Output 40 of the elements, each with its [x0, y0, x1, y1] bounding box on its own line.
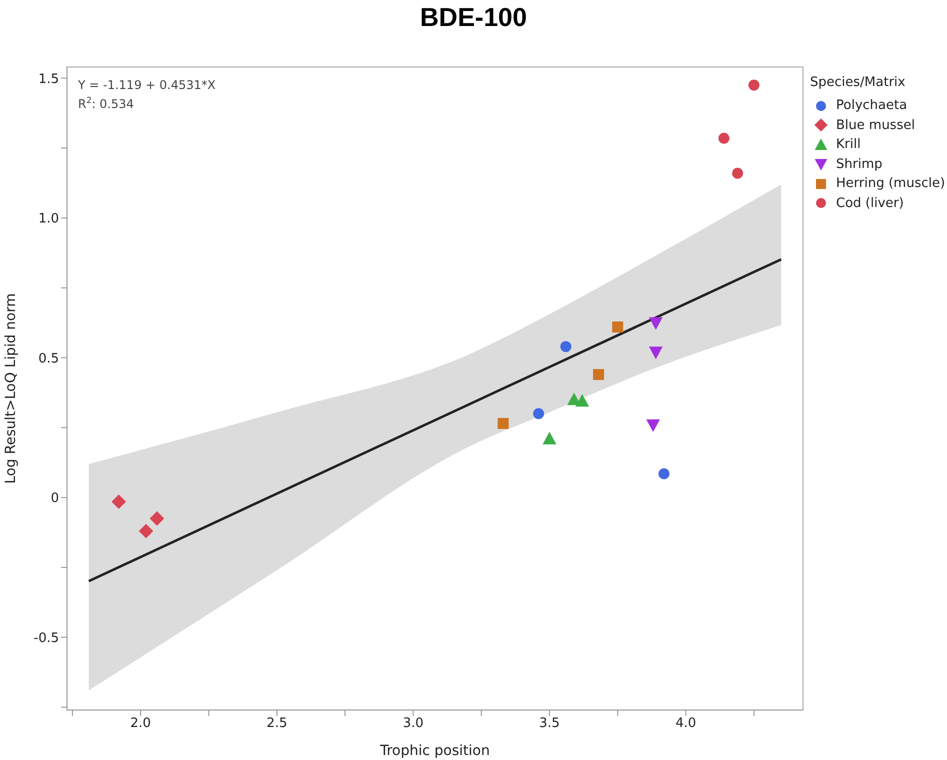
point — [732, 168, 744, 179]
x-tick-label: 4.0 — [675, 716, 696, 732]
x-axis-title: Trophic position — [379, 743, 490, 759]
point — [649, 317, 662, 330]
line-series — [88, 258, 782, 582]
point — [150, 512, 164, 526]
point — [612, 321, 624, 332]
point — [576, 394, 589, 407]
x-tick-label: 3.5 — [539, 716, 560, 732]
point — [649, 346, 662, 359]
point — [139, 524, 154, 538]
legend-label: Polychaeta — [836, 98, 908, 114]
legend-label: Cod (liver) — [836, 196, 904, 211]
y-tick-label: 1.0 — [38, 212, 59, 227]
legend-title: Species/Matrix — [810, 75, 906, 90]
legend-label: Shrimp — [836, 156, 882, 172]
annotation: R$^{2}$: 0.534 — [78, 95, 134, 111]
point — [542, 432, 556, 444]
y-axis-title: Log Result>LoQ Lipid norm — [2, 293, 19, 484]
legend-label: Krill — [836, 137, 861, 152]
y-tick-label: 0 — [50, 491, 59, 506]
x-tick-label: 2.5 — [266, 716, 288, 732]
y-tick-label: -0.5 — [34, 630, 59, 646]
point — [533, 408, 544, 420]
point — [498, 418, 509, 429]
point — [748, 80, 760, 91]
point — [646, 419, 660, 432]
point — [560, 341, 572, 352]
point — [593, 369, 604, 380]
point — [718, 132, 730, 144]
chart-title: BDE-100 — [419, 2, 528, 33]
point — [112, 494, 126, 509]
x-tick-label: 2.0 — [130, 716, 151, 732]
y-tick-label: 0.5 — [38, 351, 59, 366]
legend-label: Blue mussel — [836, 118, 915, 133]
legend-label: Herring (muscle) — [836, 176, 946, 192]
annotation: Y = -1.119 + 0.4531*X — [77, 78, 216, 92]
y-tick-label: 1.5 — [38, 72, 59, 87]
point — [658, 468, 670, 480]
x-tick-label: 3.0 — [402, 716, 424, 732]
